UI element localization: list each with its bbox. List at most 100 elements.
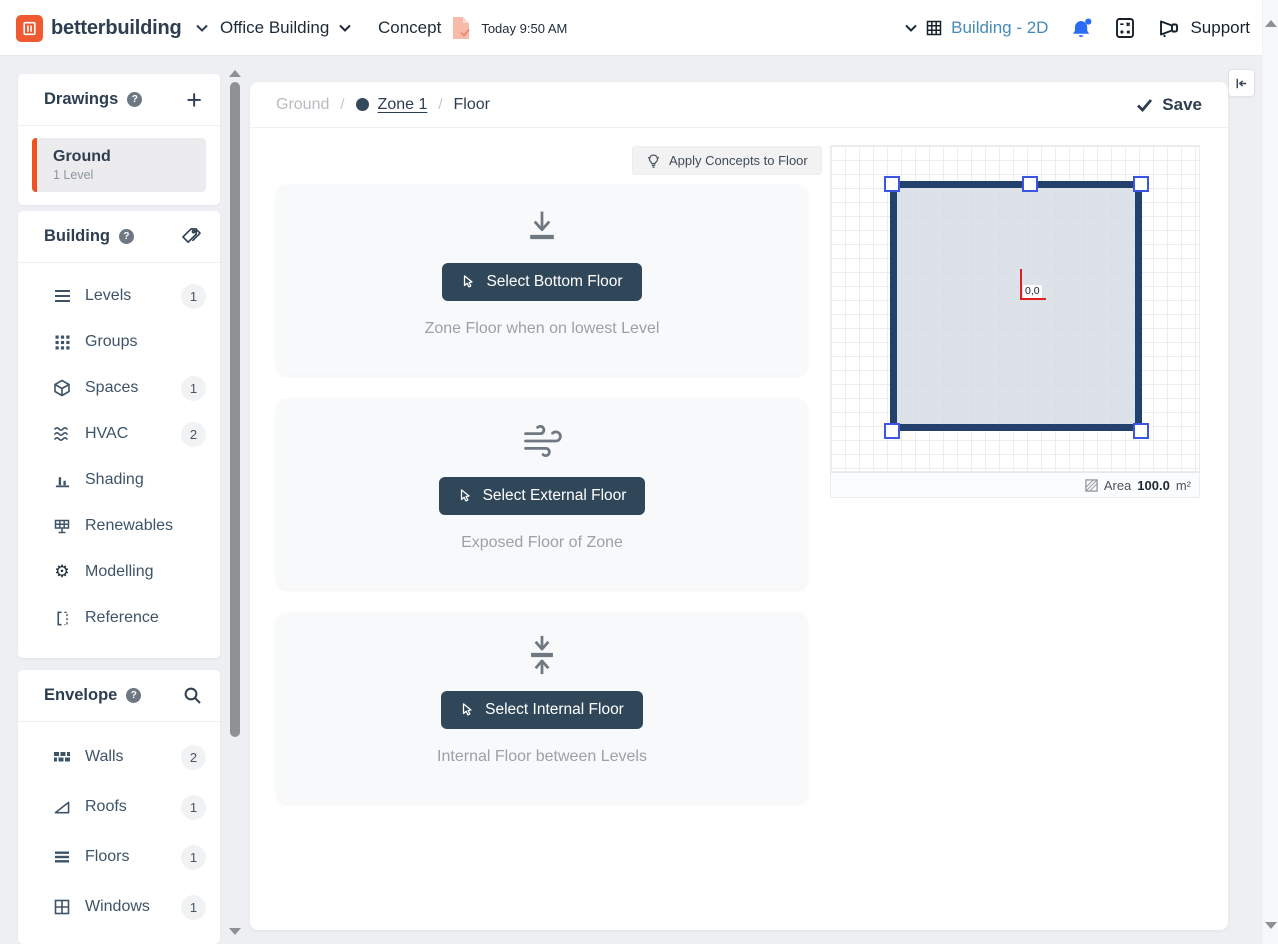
drawings-title: Drawings (44, 90, 119, 108)
count-badge: 1 (181, 375, 206, 401)
breadcrumb: Ground / Zone 1 / Floor Save (250, 82, 1228, 128)
save-timestamp: Today 9:50 AM (481, 20, 568, 36)
card-caption: Internal Floor between Levels (437, 748, 647, 765)
sidebar-item-reference[interactable]: Reference (18, 595, 220, 641)
count-badge: 1 (181, 844, 206, 870)
internal-floor-icon (522, 629, 562, 681)
groups-icon (52, 335, 72, 350)
help-icon[interactable]: ? (127, 92, 143, 107)
count-badge: 1 (181, 794, 206, 820)
sidebar-item-ground[interactable]: Ground 1 Level (32, 138, 206, 192)
count-badge: 1 (181, 283, 206, 309)
vertex-handle[interactable] (1022, 176, 1038, 192)
count-badge: 2 (181, 744, 206, 770)
support-label: Support (1190, 18, 1250, 37)
plan-canvas[interactable]: 0,0 (830, 145, 1200, 472)
sidebar-item-roofs[interactable]: Roofs 1 (18, 782, 220, 832)
sidebar-item-renewables[interactable]: Renewables (18, 503, 220, 549)
view-switcher[interactable]: Building - 2D (905, 18, 1048, 38)
help-icon[interactable]: ? (118, 229, 134, 244)
floors-icon (52, 850, 72, 864)
origin-axis-x (1020, 298, 1046, 300)
collapse-panel-button[interactable] (1228, 69, 1255, 97)
apply-concepts-button[interactable]: Apply Concepts to Floor (632, 146, 822, 175)
reference-icon (52, 610, 72, 627)
shading-icon (52, 472, 72, 489)
building-panel: Building ? Levels 1 Groups Spaces 1 (18, 211, 220, 658)
levels-icon (52, 289, 72, 303)
vertex-handle[interactable] (1133, 423, 1149, 439)
bottom-floor-card: Select Bottom Floor Zone Floor when on l… (277, 185, 807, 375)
sidebar-item-windows[interactable]: Windows 1 (18, 882, 220, 932)
megaphone-icon (1157, 18, 1181, 38)
card-caption: Exposed Floor of Zone (461, 534, 623, 551)
support-link[interactable]: Support (1157, 18, 1250, 38)
envelope-title: Envelope (44, 686, 118, 704)
help-icon[interactable]: ? (126, 688, 142, 703)
logo-text: betterbuilding (51, 16, 182, 39)
tags-button[interactable] (181, 227, 202, 246)
envelope-panel: Envelope ? Walls 2 Roofs 1 Floors 1 (18, 670, 220, 944)
building-grid-icon (926, 20, 942, 36)
concept-status: Concept Today 9:50 AM (378, 0, 567, 56)
drawings-panel: Drawings ? + Ground 1 Level (18, 74, 220, 205)
card-caption: Zone Floor when on lowest Level (424, 320, 660, 337)
gear-icon: ⚙ (54, 561, 70, 582)
lightbulb-icon (646, 153, 661, 169)
drawing-sublabel: 1 Level (53, 168, 94, 182)
project-selector[interactable]: Office Building (220, 0, 352, 56)
external-floor-card: Select External Floor Exposed Floor of Z… (277, 399, 807, 589)
scrollbar-thumb[interactable] (230, 82, 240, 737)
drawing-name: Ground (53, 148, 111, 165)
app-header: betterbuilding Office Building Concept T… (0, 0, 1278, 56)
bottom-floor-icon (522, 201, 562, 253)
calculator-icon[interactable] (1115, 17, 1135, 39)
walls-icon (52, 751, 72, 764)
search-icon[interactable] (183, 686, 202, 705)
select-bottom-floor-button[interactable]: Select Bottom Floor (442, 263, 642, 301)
solar-panel-icon (52, 518, 72, 535)
area-label: Area (1103, 477, 1132, 493)
count-badge: 2 (181, 421, 206, 447)
sidebar-item-hvac[interactable]: HVAC 2 (18, 411, 220, 457)
sidebar-item-walls[interactable]: Walls 2 (18, 732, 220, 782)
roof-icon (52, 800, 72, 815)
sidebar-item-levels[interactable]: Levels 1 (18, 273, 220, 319)
sidebar-item-floors[interactable]: Floors 1 (18, 832, 220, 882)
sidebar-item-shading[interactable]: Shading (18, 457, 220, 503)
select-internal-floor-button[interactable]: Select Internal Floor (441, 691, 643, 729)
breadcrumb-level[interactable]: Ground (276, 95, 330, 113)
origin-label: 0,0 (1023, 285, 1042, 298)
chevron-down-icon[interactable] (195, 24, 208, 32)
save-button[interactable]: Save (1136, 95, 1202, 115)
building-title: Building (44, 227, 110, 245)
plan-footer: Area 100.0 m² (830, 472, 1200, 498)
count-badge: 1 (181, 894, 206, 920)
breadcrumb-current: Floor (453, 95, 490, 113)
select-external-floor-button[interactable]: Select External Floor (438, 477, 646, 515)
sidebar-item-modelling[interactable]: ⚙ Modelling (18, 549, 220, 595)
area-unit: m² (1175, 477, 1191, 493)
add-drawing-button[interactable]: + (186, 84, 202, 115)
floor-plan-viewport: 0,0 Area 100.0 m² (830, 145, 1200, 498)
breadcrumb-zone-link[interactable]: Zone 1 (355, 96, 427, 114)
zone-dot (355, 98, 369, 111)
vertex-handle[interactable] (884, 176, 900, 192)
page-scrollbar[interactable] (1262, 0, 1278, 944)
sidebar-item-spaces[interactable]: Spaces 1 (18, 365, 220, 411)
sidebar-item-groups[interactable]: Groups (18, 319, 220, 365)
chevron-down-icon (339, 24, 352, 32)
vertex-handle[interactable] (884, 423, 900, 439)
notifications-bell-icon[interactable] (1070, 17, 1093, 40)
document-check-icon (451, 16, 471, 40)
zone-floor-shape[interactable] (890, 181, 1142, 431)
view-label: Building - 2D (951, 18, 1049, 37)
vertex-handle[interactable] (1133, 176, 1149, 192)
wind-icon (519, 415, 565, 467)
hvac-icon (52, 426, 72, 442)
internal-floor-card: Select Internal Floor Internal Floor bet… (277, 613, 807, 803)
window-icon (52, 899, 72, 915)
logo[interactable]: betterbuilding (16, 0, 208, 56)
cube-icon (52, 379, 72, 397)
project-name: Office Building (220, 18, 330, 37)
